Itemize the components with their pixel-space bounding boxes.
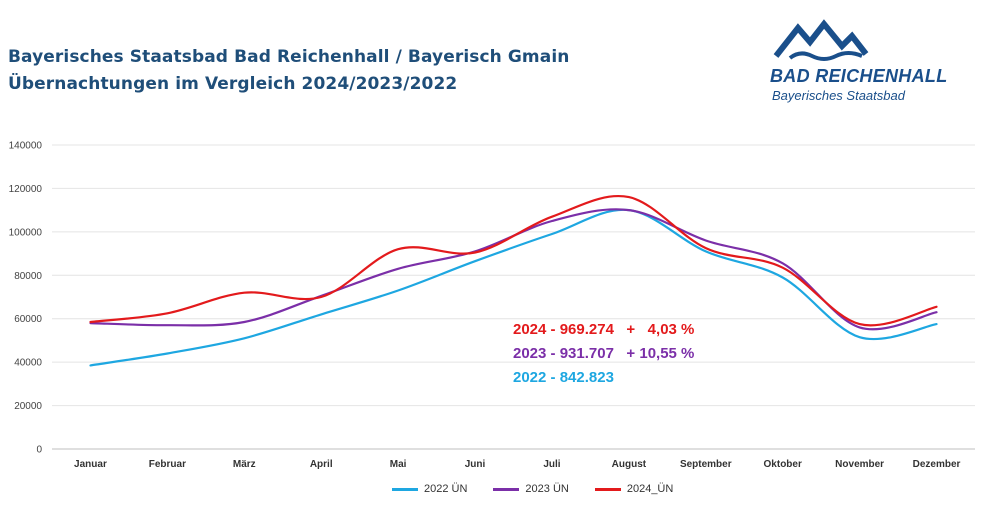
logo-subtitle: Bayerisches Staatsbad xyxy=(772,88,905,103)
y-tick-label: 20000 xyxy=(14,401,42,412)
y-tick-label: 0 xyxy=(36,445,42,456)
y-tick-label: 120000 xyxy=(9,184,43,195)
y-tick-label: 140000 xyxy=(9,141,43,152)
y-tick-label: 100000 xyxy=(9,227,43,238)
bad-reichenhall-logo: BAD REICHENHALL Bayerisches Staatsbad xyxy=(770,18,970,108)
legend-label-2024: 2024_ÜN xyxy=(626,483,674,495)
legend-item-2024: 2024_ÜN xyxy=(594,483,674,495)
series-lines xyxy=(89,195,938,367)
x-axis-ticks: Januar Februar März April Mai Juni Juli August S… xyxy=(74,459,960,470)
annotation-2023: 2023 - 931.707 + 10,55 % xyxy=(513,345,695,362)
x-tick-label: Januar xyxy=(74,459,107,470)
annotation-2022: 2022 - 842.823 xyxy=(513,369,614,386)
grid-lines xyxy=(52,144,975,450)
title-line-1: Bayerisches Staatsbad Bad Reichenhall / … xyxy=(8,47,570,67)
x-tick-label: Mai xyxy=(390,459,407,470)
x-tick-label: April xyxy=(310,459,333,470)
x-tick-label: September xyxy=(680,459,732,470)
chart-title: Bayerisches Staatsbad Bad Reichenhall / … xyxy=(8,44,569,98)
legend-swatch-2023 xyxy=(493,487,520,491)
y-tick-label: 80000 xyxy=(14,271,42,282)
title-line-2: Übernachtungen im Vergleich 2024/2023/20… xyxy=(8,74,458,94)
legend-item-2023: 2023 ÜN xyxy=(493,483,569,495)
chart-legend: 2022 ÜN 2023 ÜN 2024_ÜN xyxy=(392,483,673,495)
x-tick-label: Dezember xyxy=(913,459,961,470)
legend-swatch-2022 xyxy=(392,487,418,491)
legend-label-2023: 2023 ÜN xyxy=(525,483,569,495)
x-tick-label: Juli xyxy=(543,459,560,470)
x-tick-label: August xyxy=(612,459,647,470)
legend-label-2022: 2022 ÜN xyxy=(424,483,468,495)
y-tick-label: 40000 xyxy=(14,358,42,369)
x-tick-label: November xyxy=(835,459,884,470)
y-axis-ticks: 0 20000 40000 60000 80000 100000 120000 140000 xyxy=(9,141,43,456)
series-line-2022 xyxy=(89,208,938,367)
series-line-2023 xyxy=(89,208,938,331)
x-tick-label: Oktober xyxy=(764,459,802,470)
x-tick-label: März xyxy=(233,459,256,470)
legend-item-2022: 2022 ÜN xyxy=(392,483,467,495)
annotation-2024: 2024 - 969.274 + 4,03 % xyxy=(513,321,695,338)
x-tick-label: Juni xyxy=(465,459,486,470)
y-tick-label: 60000 xyxy=(14,314,42,325)
x-tick-label: Februar xyxy=(149,459,186,470)
mountain-logo-icon xyxy=(773,19,869,61)
logo-name: BAD REICHENHALL xyxy=(770,66,948,86)
series-line-2024 xyxy=(89,195,938,327)
legend-swatch-2024 xyxy=(594,487,621,491)
